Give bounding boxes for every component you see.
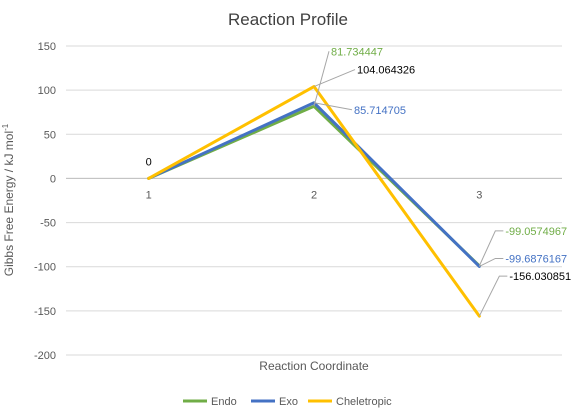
data-label: -99.6876167 — [505, 253, 567, 265]
y-tick-label: 100 — [38, 85, 56, 97]
x-axis-title: Reaction Coordinate — [259, 359, 369, 373]
y-tick-label: -200 — [34, 350, 56, 362]
x-tick-label: 1 — [146, 189, 152, 201]
y-tick-label: -150 — [34, 306, 56, 318]
legend-label-cheletropic: Cheletropic — [336, 396, 392, 408]
chart-title: Reaction Profile — [228, 10, 348, 29]
legend-label-endo: Endo — [211, 396, 237, 408]
series-line-exo — [147, 101, 481, 268]
data-label: 81.734447 — [331, 46, 383, 58]
y-tick-label: 50 — [44, 129, 56, 141]
leader-line — [478, 275, 508, 317]
y-axis-ticks: 150 100 50 0 -50 -100 -150 -200 — [34, 41, 56, 362]
data-label: 85.714705 — [354, 105, 406, 117]
y-axis-title-superscript: -1 — [1, 123, 10, 131]
x-tick-label: 2 — [311, 189, 317, 201]
y-tick-label: 0 — [50, 173, 56, 185]
data-labels: 0 81.734447 85.714705 104.064326 -99.0574967… — [146, 46, 572, 283]
y-axis-title: Gibbs Free Energy / kJ mol-1 — [1, 123, 16, 276]
data-label-leaders — [313, 51, 508, 317]
leader-line — [313, 51, 330, 107]
data-label: 0 — [146, 156, 152, 168]
legend: Endo Exo Cheletropic — [183, 396, 392, 408]
data-label: -99.0574967 — [505, 226, 567, 238]
series-line-endo — [147, 104, 481, 268]
data-label: -156.030851 — [509, 271, 571, 283]
data-label: 104.064326 — [357, 65, 415, 77]
leader-line — [313, 102, 353, 111]
legend-label-exo: Exo — [279, 396, 298, 408]
leader-line — [313, 69, 356, 88]
y-tick-label: -50 — [40, 218, 56, 230]
y-tick-label: -100 — [34, 262, 56, 274]
y-axis-title-main: Gibbs Free Energy / kJ mol — [2, 131, 16, 276]
x-tick-label: 3 — [476, 189, 482, 201]
leader-line — [478, 230, 504, 267]
leader-line — [479, 257, 504, 267]
x-axis-ticks: 1 2 3 — [146, 189, 483, 201]
y-tick-label: 150 — [38, 41, 56, 53]
